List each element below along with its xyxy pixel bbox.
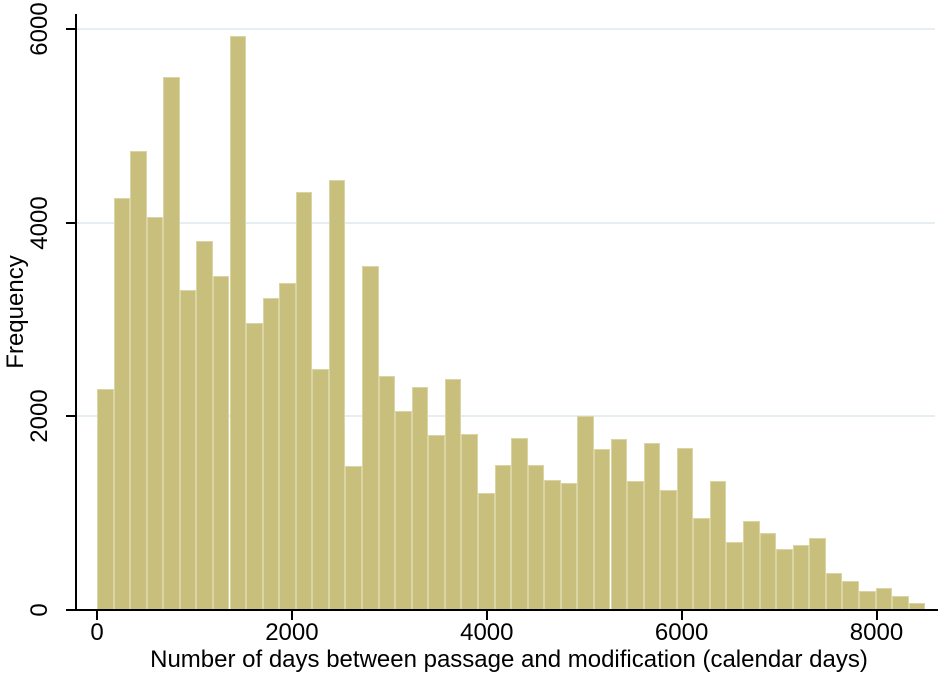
histogram-bar — [494, 464, 512, 609]
histogram-bar — [246, 323, 263, 609]
y-tick-label: 6000 — [26, 2, 53, 56]
histogram-bar — [113, 198, 131, 609]
histogram-bar — [196, 241, 213, 609]
histogram-bar — [461, 433, 478, 609]
histogram-bar — [759, 532, 777, 609]
histogram-bar — [229, 35, 247, 609]
x-tick-mark — [875, 611, 878, 620]
histogram-bar — [262, 298, 280, 609]
histogram-bar — [743, 520, 760, 609]
histogram-bar — [660, 489, 677, 609]
y-tick-mark — [66, 221, 75, 224]
histogram-bar — [709, 481, 727, 609]
histogram-bar — [908, 602, 926, 609]
histogram-bar — [858, 591, 876, 609]
x-tick-mark — [290, 611, 293, 620]
x-tick-label: 0 — [90, 619, 104, 646]
histogram-bar — [693, 518, 710, 609]
y-tick-label: 0 — [26, 603, 53, 617]
histogram-bar — [593, 449, 611, 609]
histogram-bar — [825, 573, 843, 609]
histogram-bar — [378, 375, 396, 609]
histogram-bar — [627, 481, 644, 609]
histogram-bar — [544, 480, 561, 609]
histogram-bar — [577, 416, 594, 609]
histogram-bar — [676, 448, 694, 609]
histogram-bar — [477, 492, 495, 609]
histogram-bar — [411, 387, 429, 609]
histogram-bar — [179, 290, 197, 609]
x-tick-mark — [96, 611, 98, 620]
x-tick-mark — [680, 611, 683, 620]
histogram-bar — [842, 580, 859, 609]
histogram-bar — [130, 151, 147, 609]
x-tick-mark — [485, 611, 488, 620]
gridline-y-2000 — [77, 415, 935, 418]
histogram-bar — [776, 549, 793, 609]
histogram-bar — [875, 588, 893, 609]
histogram-bar — [560, 483, 578, 609]
histogram-bar — [610, 438, 628, 609]
y-axis-line — [75, 14, 77, 611]
histogram-bar — [444, 378, 462, 609]
gridline-y-6000 — [77, 28, 935, 30]
x-tick-label: 4000 — [460, 619, 514, 646]
histogram-bar — [212, 275, 230, 609]
y-axis-title: Frequency — [2, 255, 29, 369]
y-tick-mark — [66, 28, 75, 30]
y-tick-label: 4000 — [26, 195, 53, 250]
histogram-bar — [312, 368, 329, 609]
x-axis-title: Number of days between passage and modif… — [150, 646, 868, 673]
histogram-bar — [279, 282, 296, 609]
histogram-bar — [395, 411, 412, 609]
histogram-bar — [345, 465, 363, 609]
y-tick-mark — [66, 415, 75, 418]
histogram-bar — [892, 595, 909, 609]
x-tick-label: 8000 — [849, 619, 904, 646]
histogram-bar — [527, 464, 545, 609]
histogram-bar — [792, 545, 810, 609]
histogram-bar — [328, 180, 346, 609]
x-tick-label: 6000 — [654, 619, 709, 646]
gridline-y-4000 — [77, 221, 935, 224]
histogram-bar — [146, 216, 164, 609]
x-axis-line — [75, 609, 938, 611]
y-tick-mark — [66, 609, 75, 611]
histogram-bar — [362, 266, 379, 609]
histogram-bar — [428, 434, 445, 609]
histogram-bar — [295, 191, 313, 609]
x-tick-label: 2000 — [265, 619, 319, 646]
histogram-bar — [809, 538, 826, 609]
histogram-bar — [163, 77, 180, 609]
histogram-bar — [97, 389, 114, 609]
y-tick-label: 2000 — [26, 389, 53, 443]
histogram-bar — [726, 541, 743, 609]
histogram-bar — [511, 437, 528, 609]
histogram-bar — [643, 443, 661, 609]
